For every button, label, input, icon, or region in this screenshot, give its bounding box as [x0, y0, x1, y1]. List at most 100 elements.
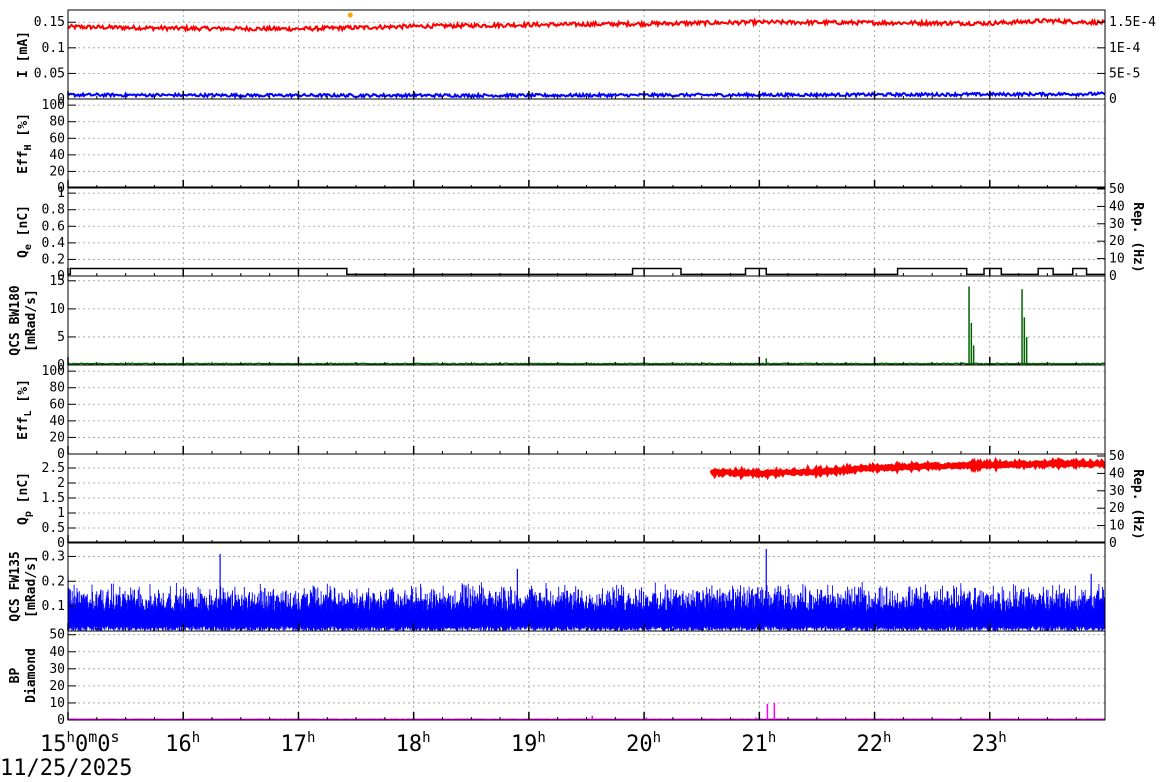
x-tick-label: 18h — [396, 730, 431, 757]
y-tick-label: 2 — [57, 476, 65, 491]
y-axis-label-line2: [mRad/s] — [24, 289, 39, 352]
y-tick-label: 40 — [49, 645, 65, 660]
panel-4: 0 5 10 15 QCS BW180 [mRad/s] — [8, 274, 1106, 373]
right-y-tick-label: 40 — [1109, 466, 1125, 481]
right-y-tick-label: 50 — [1109, 449, 1125, 464]
panel-frame — [67, 275, 1106, 366]
series-group — [68, 17, 1105, 99]
y-tick-label: 1 — [57, 506, 65, 521]
panel-frame — [67, 364, 1106, 455]
right-y-tick-label: 40 — [1109, 199, 1125, 214]
y-axis-label: I [mA] — [16, 31, 31, 78]
series-line — [68, 267, 1105, 276]
right-y-tick-label: 50 — [1109, 182, 1125, 197]
right-y-tick-label: 30 — [1109, 484, 1125, 499]
y-tick-label: 60 — [49, 397, 65, 412]
y-tick-label: 0.8 — [42, 203, 65, 218]
y-tick-label: 0.4 — [42, 236, 66, 251]
y-tick-label: 0 — [57, 358, 65, 373]
x-tick-label: 15h0m0s — [40, 728, 120, 757]
right-y-tick-label: 20 — [1109, 501, 1125, 516]
marker-point — [347, 12, 353, 18]
y-tick-label: 60 — [49, 131, 65, 146]
panel-frame — [67, 186, 1106, 277]
series-points — [709, 456, 1105, 481]
y-axis-label: QCS BW180 — [8, 285, 23, 356]
y-tick-label: 0 — [57, 447, 65, 462]
y-tick-label: 50 — [49, 628, 65, 643]
right-y-tick-label: 10 — [1109, 252, 1125, 267]
y-tick-label: 40 — [49, 148, 65, 163]
x-tick-label: 16h — [165, 730, 200, 757]
series-group — [68, 267, 1105, 276]
right-y-tick-label: 1.5E-4 — [1109, 15, 1156, 30]
y-axis-label-line2: Diamond — [24, 648, 39, 703]
y-axis-label: BP — [8, 668, 23, 684]
y-tick-label: 100 — [42, 364, 65, 379]
y-tick-label: 0.2 — [42, 574, 65, 589]
y-tick-label: 0.05 — [34, 66, 65, 81]
right-y-tick-label: 5E-5 — [1109, 66, 1140, 81]
y-tick-label: 0 — [57, 536, 65, 551]
y-tick-label: 20 — [49, 679, 65, 694]
y-tick-label: 0.1 — [42, 599, 65, 614]
x-tick-label: 17h — [280, 730, 315, 757]
y-tick-label: 10 — [49, 302, 65, 317]
y-tick-label: 0 — [57, 713, 65, 728]
y-tick-label: 0.5 — [42, 521, 65, 536]
y-axis-label: Qp [nC] — [16, 472, 34, 525]
y-tick-label: 0 — [57, 92, 65, 107]
right-y-tick-label: 30 — [1109, 217, 1125, 232]
series-group — [68, 286, 1105, 365]
y-tick-label: 100 — [42, 98, 65, 113]
y-tick-label: 15 — [49, 274, 65, 289]
right-y-tick-label: 10 — [1109, 519, 1125, 534]
y-tick-label: 0.1 — [42, 41, 65, 56]
y-tick-label: 10 — [49, 696, 65, 711]
series-line — [68, 90, 1105, 99]
y-axis-label: EffH [%] — [16, 113, 34, 174]
right-axis-label: Rep. (Hz) — [1130, 202, 1145, 272]
series-group — [709, 456, 1105, 481]
x-tick-label: 23h — [972, 730, 1007, 757]
y-tick-label: 80 — [49, 115, 65, 130]
panel-7: 0.1 0.2 0.3 QCS FW135 [mRad/s] — [8, 541, 1106, 632]
panel-frame — [67, 98, 1106, 189]
y-tick-label: 20 — [49, 164, 65, 179]
y-axis-label: EffL [%] — [16, 379, 34, 440]
panel-frame — [67, 630, 1106, 721]
y-tick-label: 0.6 — [42, 219, 65, 234]
y-tick-label: 1 — [57, 186, 65, 201]
y-tick-label: 5 — [57, 330, 65, 345]
y-tick-label: 20 — [49, 430, 65, 445]
x-tick-label: 19h — [511, 730, 546, 757]
x-tick-label: 22h — [857, 730, 892, 757]
y-axis-label: QCS FW135 — [8, 551, 23, 621]
y-tick-label: 30 — [49, 662, 65, 677]
series-line — [68, 17, 1105, 33]
right-y-tick-label: 1E-4 — [1109, 41, 1140, 56]
y-tick-label: 0.3 — [42, 549, 65, 564]
y-tick-label: 80 — [49, 381, 65, 396]
y-tick-label: 0.15 — [34, 15, 65, 30]
right-y-tick-label: 0 — [1109, 92, 1117, 107]
right-axis-label: Rep. (Hz) — [1130, 469, 1145, 539]
x-tick-label: 20h — [626, 730, 661, 757]
y-tick-label: 0 — [57, 269, 65, 284]
right-y-tick-label: 20 — [1109, 234, 1125, 249]
y-tick-label: 0 — [57, 181, 65, 196]
series-group — [68, 548, 1105, 631]
y-axis-label: Qe [nC] — [16, 205, 34, 258]
right-y-tick-label: 0 — [1109, 536, 1117, 551]
y-axis-label-line2: [mRad/s] — [24, 555, 39, 618]
y-tick-label: 2.5 — [42, 461, 65, 476]
panel-8: 0 10 20 30 40 50 BP Diamond — [8, 628, 1106, 728]
right-y-tick-label: 0 — [1109, 269, 1117, 284]
x-tick-label: 21h — [741, 730, 776, 757]
panel-1: 0 0.05 0.1 0.15 0 5E-5 1E-4 1.5E-4 I [mA] — [16, 9, 1156, 107]
